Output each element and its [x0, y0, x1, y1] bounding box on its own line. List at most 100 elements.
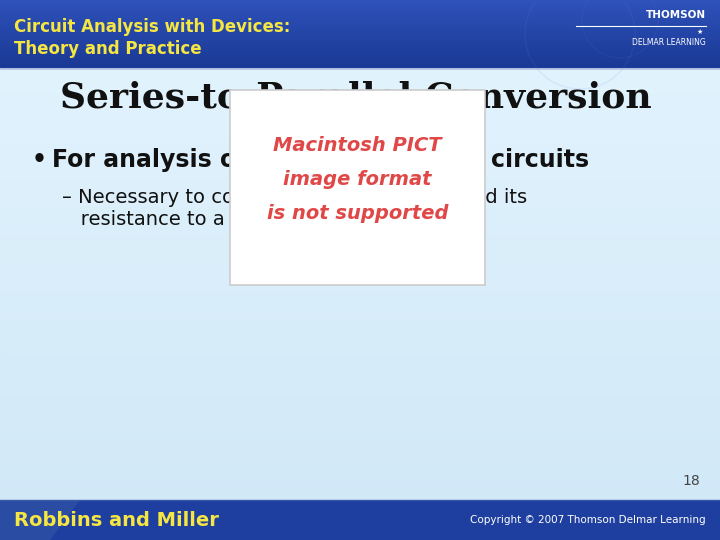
Bar [0, 109, 720, 110]
Bar [0, 5, 720, 6]
Bar [0, 162, 720, 163]
Bar [0, 477, 720, 478]
Bar [0, 26, 720, 27]
Bar [0, 294, 720, 295]
Bar [0, 394, 720, 395]
Bar [0, 99, 720, 100]
Bar [0, 436, 720, 437]
Bar [0, 87, 720, 88]
Bar [0, 38, 720, 39]
Bar [0, 127, 720, 128]
Bar [0, 338, 720, 339]
Bar [0, 320, 720, 321]
Bar [0, 277, 720, 278]
Bar [0, 97, 720, 98]
Bar [0, 40, 720, 41]
Bar [0, 223, 720, 224]
Bar [0, 315, 720, 316]
Bar [0, 139, 720, 140]
Bar [0, 24, 720, 25]
Bar [0, 73, 720, 74]
Bar [0, 165, 720, 166]
Bar [0, 142, 720, 143]
Bar [0, 492, 720, 493]
Bar [0, 185, 720, 186]
Bar [0, 13, 720, 14]
Bar [0, 1, 720, 2]
Bar [0, 327, 720, 328]
Bar [0, 406, 720, 407]
Bar [0, 152, 720, 153]
Bar [0, 14, 720, 15]
Text: Series-to-Parallel Conversion: Series-to-Parallel Conversion [60, 80, 652, 114]
Bar [0, 401, 720, 402]
Bar [0, 156, 720, 157]
Bar [0, 456, 720, 457]
Bar [0, 98, 720, 99]
Bar [0, 103, 720, 104]
Bar [0, 319, 720, 320]
Bar [0, 101, 720, 102]
Bar [0, 209, 720, 210]
Bar [0, 130, 720, 131]
Text: Circuit Analysis with Devices:: Circuit Analysis with Devices: [14, 18, 290, 36]
Bar [0, 423, 720, 424]
Bar [0, 400, 720, 401]
Bar [0, 179, 720, 180]
Bar [0, 41, 720, 42]
Bar [0, 192, 720, 193]
Bar [0, 216, 720, 217]
Bar [0, 380, 720, 381]
Bar [0, 230, 720, 231]
Bar [0, 204, 720, 205]
Bar [0, 317, 720, 318]
Bar [0, 23, 720, 24]
Bar [0, 375, 720, 376]
Bar [0, 379, 720, 380]
Bar [0, 442, 720, 443]
Bar [0, 65, 720, 66]
Bar [0, 19, 720, 20]
Bar [0, 171, 720, 172]
Bar [0, 33, 720, 34]
Bar [0, 248, 720, 249]
Bar [0, 205, 720, 206]
Bar [0, 224, 720, 225]
Bar [0, 413, 720, 414]
Bar [0, 292, 720, 293]
Bar [0, 12, 720, 13]
Bar [0, 260, 720, 261]
Bar [0, 238, 720, 239]
Bar [0, 166, 720, 167]
Bar [0, 316, 720, 317]
Bar [0, 21, 720, 22]
Bar [0, 4, 720, 5]
Bar [0, 91, 720, 92]
Bar [0, 426, 720, 427]
Bar [0, 94, 720, 95]
Bar [0, 402, 720, 403]
Bar [0, 244, 720, 245]
Bar [0, 51, 720, 52]
Bar [0, 117, 720, 118]
Bar [0, 457, 720, 458]
Bar [0, 81, 720, 82]
Bar [0, 445, 720, 446]
Bar [0, 121, 720, 122]
Bar [0, 72, 720, 73]
Bar [0, 215, 720, 216]
Bar [0, 88, 720, 89]
Bar [0, 384, 720, 385]
Bar [0, 288, 720, 289]
Bar [0, 125, 720, 126]
Bar [0, 194, 720, 195]
Bar [0, 233, 720, 234]
Bar [0, 495, 720, 496]
Bar [0, 386, 720, 387]
Bar [0, 444, 720, 445]
Bar [0, 157, 720, 158]
Bar [0, 344, 720, 345]
Bar [0, 443, 720, 444]
Bar [0, 467, 720, 468]
Bar [0, 360, 720, 361]
